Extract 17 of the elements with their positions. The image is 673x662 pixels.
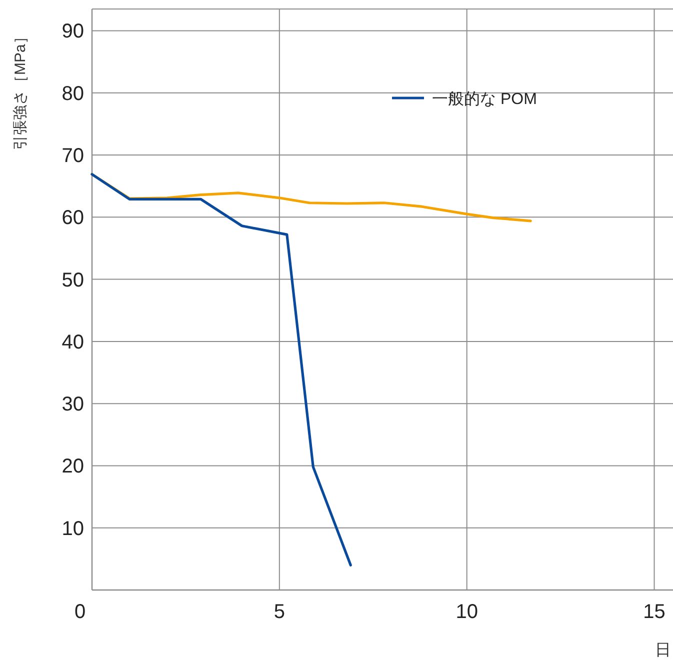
y-axis-title: 引張強さ［MPa］ [12,29,29,150]
line-series [90,172,352,566]
y-tick-label: 40 [62,331,84,354]
y-tick-label: 30 [62,394,84,416]
y-tick-label: 60 [62,207,84,230]
y-tick-label: 90 [62,20,84,43]
y-tick-label: 10 [62,518,84,540]
x-axis-title: 日 [655,642,671,659]
y-tick-label: 50 [62,269,84,292]
y-tick-label: 20 [62,456,84,478]
x-tick-label: 5 [274,601,285,623]
y-tick-label: 70 [62,145,84,168]
legend-label: 一般的な POM [432,91,537,108]
x-tick-label: 15 [643,601,666,623]
y-tick-label: 80 [62,82,84,105]
x-tick-label: 10 [456,601,478,623]
x-tick-label: 0 [74,601,86,623]
